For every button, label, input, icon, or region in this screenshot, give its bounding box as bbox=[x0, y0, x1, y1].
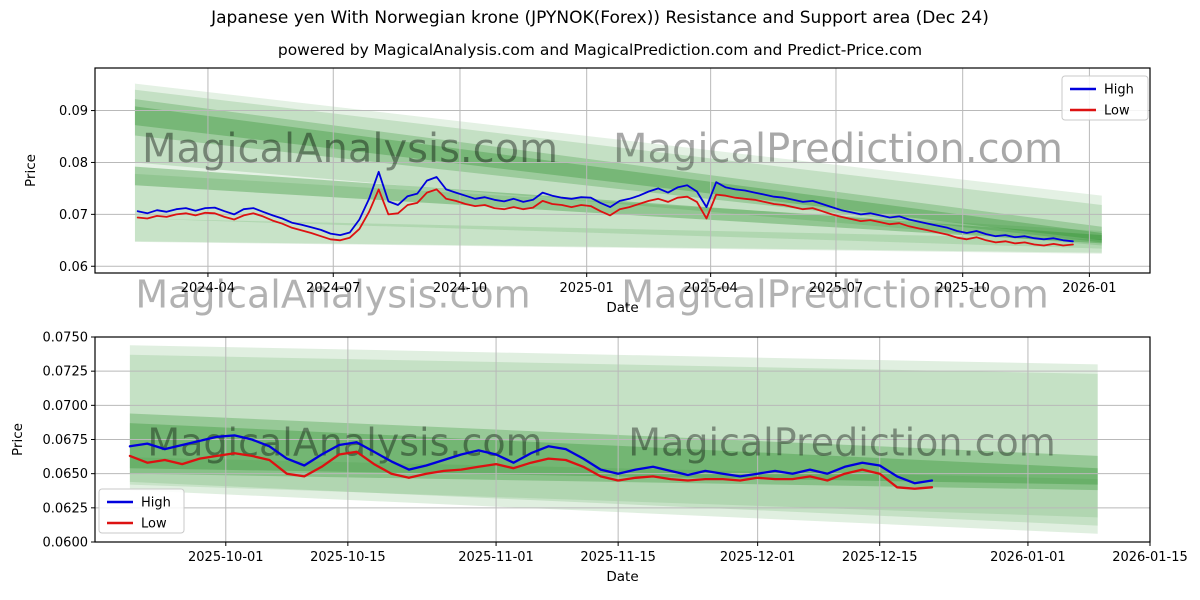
page-subtitle: powered by MagicalAnalysis.com and Magic… bbox=[277, 41, 923, 59]
support-resistance-band bbox=[134, 218, 1102, 253]
support-resistance-band bbox=[129, 457, 1098, 518]
high-line bbox=[128, 434, 934, 485]
top-chart: MagicalAnalysis.com MagicalPrediction.com… bbox=[23, 67, 1151, 316]
y-tick-label: 0.08 bbox=[59, 156, 88, 171]
y-axis-label: Price bbox=[10, 423, 26, 456]
legend-label-high: High bbox=[141, 496, 171, 511]
x-tick-label: 2025-12-01 bbox=[720, 550, 796, 565]
y-axis-label: Price bbox=[23, 154, 39, 187]
x-tick-label: 2025-01 bbox=[560, 281, 614, 296]
x-tick-label: 2024-10 bbox=[433, 281, 487, 296]
y-tick-label: 0.0750 bbox=[43, 331, 89, 346]
x-tick-label: 2024-07 bbox=[306, 281, 360, 296]
y-tick-label: 0.0700 bbox=[43, 399, 89, 414]
x-tick-label: 2025-12-15 bbox=[842, 550, 918, 565]
support-resistance-band bbox=[129, 423, 1098, 485]
x-tick-label: 2025-04 bbox=[683, 281, 737, 296]
y-tick-label: 0.09 bbox=[59, 104, 88, 119]
y-tick-label: 0.07 bbox=[59, 208, 88, 223]
support-resistance-band bbox=[134, 166, 1102, 244]
watermark-prediction: MagicalPrediction.com bbox=[628, 421, 1056, 465]
x-tick-label: 2025-10-15 bbox=[310, 550, 386, 565]
support-resistance-band bbox=[134, 83, 1102, 254]
y-tick-label: 0.0725 bbox=[43, 365, 89, 380]
legend-label-low: Low bbox=[141, 517, 167, 532]
x-tick-label: 2025-11-01 bbox=[458, 550, 534, 565]
x-tick-label: 2025-10 bbox=[936, 281, 990, 296]
x-tick-label: 2024-04 bbox=[181, 281, 235, 296]
y-tick-label: 0.0675 bbox=[43, 433, 89, 448]
y-tick-label: 0.0650 bbox=[43, 467, 89, 482]
top-chart-legend: High Low bbox=[1061, 75, 1149, 121]
y-tick-label: 0.0625 bbox=[43, 501, 89, 516]
watermark-prediction: MagicalPrediction.com bbox=[621, 273, 1049, 317]
support-resistance-band bbox=[134, 89, 1102, 246]
y-tick-label: 0.06 bbox=[59, 260, 88, 275]
high-line bbox=[136, 170, 1074, 243]
x-tick-label: 2025-10-01 bbox=[188, 550, 264, 565]
x-tick-label: 2025-11-15 bbox=[580, 550, 656, 565]
x-tick-label: 2026-01-01 bbox=[990, 550, 1066, 565]
legend-label-high: High bbox=[1104, 83, 1134, 98]
bottom-chart: MagicalAnalysis.com MagicalPrediction.com… bbox=[10, 331, 1188, 586]
bottom-chart-legend: High Low bbox=[98, 488, 185, 534]
x-axis-label: Date bbox=[606, 569, 638, 585]
support-resistance-band bbox=[129, 354, 1098, 526]
watermark-prediction: MagicalPrediction.com bbox=[613, 126, 1063, 172]
plot-border bbox=[94, 67, 1151, 274]
x-axis-label: Date bbox=[606, 300, 638, 316]
page-title: Japanese yen With Norwegian krone (JPYNO… bbox=[211, 8, 989, 28]
x-tick-label: 2026-01-15 bbox=[1112, 550, 1188, 565]
low-line bbox=[136, 188, 1074, 247]
watermark-analysis: MagicalAnalysis.com bbox=[142, 126, 558, 172]
low-line bbox=[128, 450, 934, 490]
legend-label-low: Low bbox=[1104, 104, 1130, 119]
y-tick-label: 0.0600 bbox=[43, 536, 89, 551]
support-resistance-band bbox=[134, 99, 1102, 243]
x-tick-label: 2025-07 bbox=[809, 281, 863, 296]
support-resistance-band bbox=[134, 106, 1102, 241]
watermark-analysis: MagicalAnalysis.com bbox=[135, 273, 530, 317]
x-tick-label: 2026-01 bbox=[1062, 281, 1116, 296]
